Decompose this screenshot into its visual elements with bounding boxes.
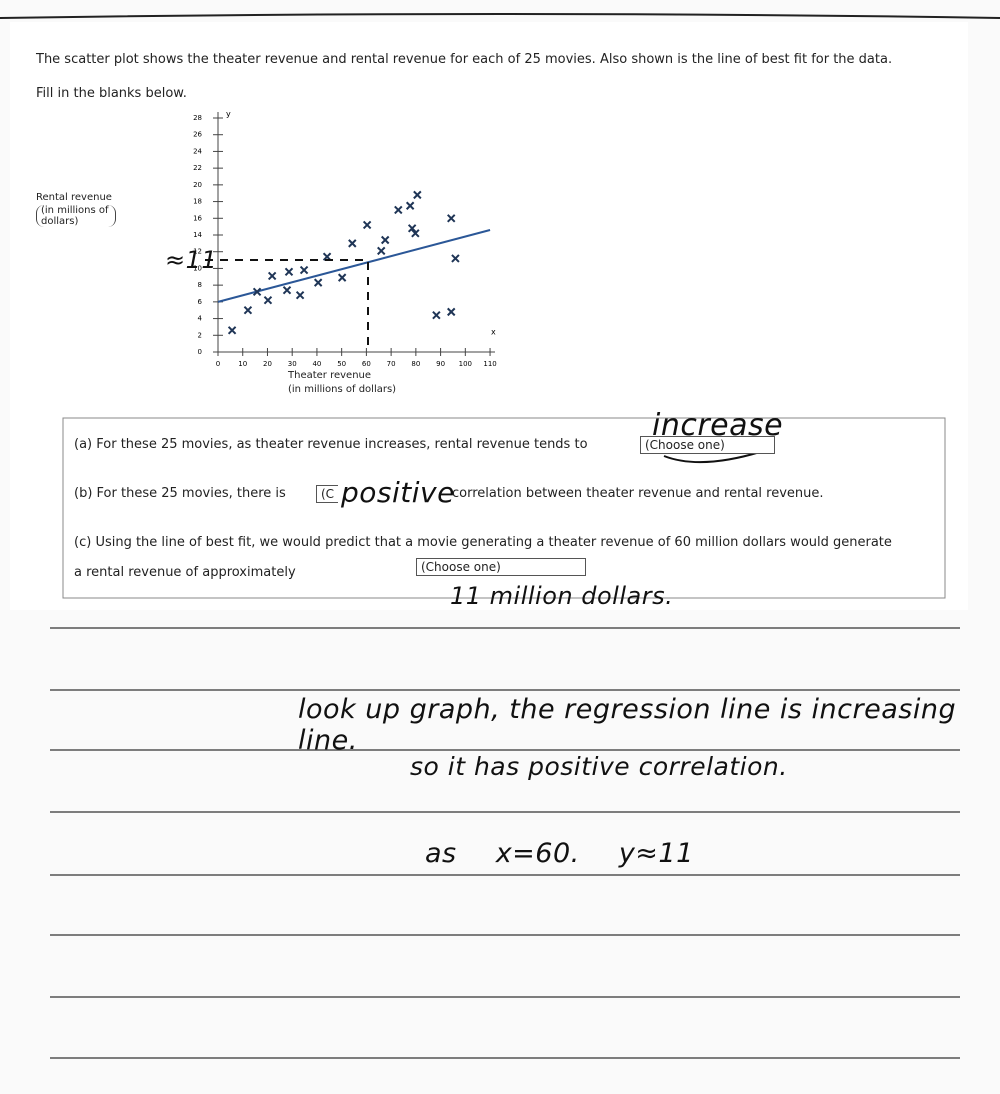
point	[313, 278, 323, 287]
y-tick-label: 20	[193, 181, 202, 189]
dropdown[interactable]: (Choose one)	[416, 558, 586, 576]
hand-line: so it has positive correlation.	[410, 752, 788, 781]
point	[405, 201, 415, 210]
point	[348, 239, 357, 248]
point	[447, 307, 456, 317]
point	[451, 254, 460, 263]
hand-answer: increase	[652, 408, 784, 443]
x-symbol: x	[491, 328, 496, 337]
q-label: (b)	[74, 486, 93, 501]
point	[377, 246, 386, 256]
point	[413, 190, 422, 200]
y-tick-label: 18	[193, 198, 202, 206]
x-tick-label: 100	[459, 360, 472, 368]
point	[411, 229, 420, 238]
question-c: (c) Using the line of best fit, we would…	[74, 528, 894, 588]
point	[267, 271, 277, 281]
point	[362, 220, 372, 230]
y-tick-label: 8	[198, 281, 202, 289]
instruction: Fill in the blanks below.	[36, 86, 187, 101]
y-tick-label: 24	[193, 147, 202, 155]
y-symbol: y	[226, 110, 231, 119]
hand-line: look up graph, the regression line is in…	[298, 694, 957, 756]
ruled-lines	[50, 627, 960, 1059]
x-label: Theater revenue (in millions of dollars)	[288, 370, 428, 395]
screen-edge	[0, 13, 1000, 19]
x-tick-label: 40	[312, 360, 321, 368]
hand-line: as x=60. y≈11	[425, 838, 694, 869]
point	[295, 290, 305, 300]
x-tick-label: 30	[288, 360, 297, 368]
y-label-title: Rental revenue	[36, 192, 112, 203]
y-tick-label: 10	[193, 264, 202, 272]
y-tick-label: 28	[193, 114, 202, 122]
y-tick-label: 12	[193, 248, 202, 256]
best-fit-line	[217, 229, 491, 303]
q-label: (a)	[74, 437, 93, 452]
hand-answer: positive	[338, 476, 458, 509]
point	[263, 295, 273, 305]
question-a: (a) For these 25 movies, as theater reve…	[74, 437, 588, 452]
y-tick-label: 16	[193, 214, 202, 222]
x-tick-label: 20	[263, 360, 272, 368]
intro: The scatter plot shows the theater reven…	[36, 52, 893, 67]
point	[227, 326, 237, 335]
x-tick-label: 60	[362, 360, 371, 368]
x-tick-label: 110	[483, 360, 496, 368]
hand-answer: 11 million dollars.	[450, 582, 674, 610]
dropdown[interactable]: (Choose one)	[640, 436, 775, 454]
q-text: Using the line of best fit, we would pre…	[74, 535, 892, 580]
x-tick-label: 70	[387, 360, 396, 368]
x-tick-label: 90	[436, 360, 445, 368]
x-label-units: (in millions of dollars)	[288, 384, 397, 395]
y-tick-label: 0	[198, 348, 202, 356]
point	[282, 285, 292, 295]
point	[432, 311, 441, 320]
point	[337, 273, 347, 282]
x-tick-label: 0	[216, 360, 220, 368]
x-tick-label: 10	[238, 360, 247, 368]
y-tick-label: 26	[193, 131, 202, 139]
y-tick-label: 14	[193, 231, 202, 239]
question-b: (b) For these 25 movies, there is	[74, 486, 286, 501]
x-tick-label: 50	[337, 360, 346, 368]
point	[252, 287, 262, 297]
point	[380, 235, 390, 245]
point	[284, 267, 294, 276]
y-tick-label: 22	[193, 164, 202, 172]
q-label: (c)	[74, 535, 92, 550]
x-tick-label: 80	[411, 360, 420, 368]
hand-guides	[205, 259, 369, 352]
q-text: For these 25 movies, as theater revenue …	[96, 437, 588, 452]
point	[299, 265, 309, 275]
y-label-units: (in millions of dollars)	[36, 205, 116, 227]
y-tick-label: 2	[198, 331, 202, 339]
y-tick-label: 4	[198, 315, 203, 323]
q-text: For these 25 movies, there is	[96, 486, 286, 501]
point	[407, 224, 417, 233]
q-after: correlation between theater revenue and …	[452, 486, 824, 501]
x-label-title: Theater revenue	[288, 370, 372, 381]
point	[394, 205, 403, 215]
hand-stroke	[663, 451, 761, 464]
hand-note: ≈11	[165, 246, 218, 274]
y-tick-label: 6	[198, 298, 203, 306]
point	[243, 306, 253, 315]
y-label: Rental revenue (in millions of dollars)	[36, 192, 166, 227]
point	[447, 214, 456, 223]
